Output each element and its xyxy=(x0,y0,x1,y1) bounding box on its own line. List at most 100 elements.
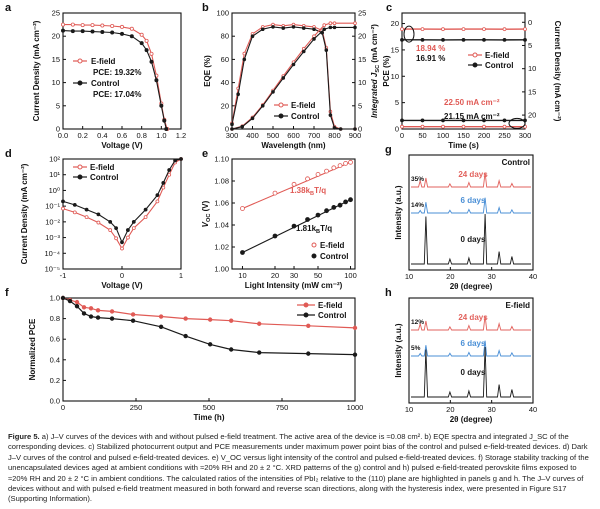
x-tick-label: 0.4 xyxy=(97,131,107,140)
series-e-field-point xyxy=(129,26,134,31)
series-control-point xyxy=(131,219,136,224)
xrd-trace-label: 0 days xyxy=(461,235,486,244)
series-e-field-pce-point xyxy=(502,27,507,32)
legend-label: E-field xyxy=(318,301,343,310)
legend-marker xyxy=(278,113,284,119)
y-right-tick-label: 10 xyxy=(528,64,536,73)
series-e-field-point xyxy=(228,318,234,323)
series-control-eqe-point xyxy=(312,27,316,32)
y-tick-label: 10 xyxy=(391,72,399,81)
panel-b-xlabel: Wavelength (nm) xyxy=(261,141,325,150)
panel-e-frame xyxy=(231,158,356,270)
x-tick-label: 1 xyxy=(179,271,183,280)
series-e-field-point xyxy=(143,215,148,220)
series-control-point xyxy=(291,223,297,229)
y-tick-label: 10⁻⁵ xyxy=(45,265,60,274)
pce-annotation: PCE: 17.04% xyxy=(93,90,141,99)
panel-h-xlabel: 2θ (degree) xyxy=(450,415,493,424)
series-control-j_sc-point xyxy=(291,62,296,67)
series-control-point xyxy=(348,197,353,203)
y-right-tick-label: 0 xyxy=(358,125,362,134)
y-tick-label: 0.2 xyxy=(50,376,60,385)
series-e-field-point xyxy=(81,305,87,310)
y-tick-label: 5 xyxy=(395,98,399,107)
series-control-eqe-point xyxy=(324,48,329,52)
y-tick-label: 1.02 xyxy=(214,243,229,252)
series-control-line xyxy=(62,158,182,244)
series-control-point xyxy=(84,207,89,212)
y-tick-label: 0.8 xyxy=(50,314,60,323)
x-tick-label: 0.8 xyxy=(136,131,146,140)
panel-g-letter: g xyxy=(385,144,392,156)
series-control-eqe-point xyxy=(332,126,337,130)
x-tick-label: 30 xyxy=(487,405,495,414)
x-tick-label: 0 xyxy=(61,403,65,412)
panel-e-ylabel-main: V xyxy=(201,221,210,227)
series-e-field-point xyxy=(109,309,115,314)
series-e-field-point xyxy=(144,38,149,43)
panel-b-ylabel-right-sub: SC xyxy=(375,65,381,73)
y-tick-label: 0.6 xyxy=(50,335,60,344)
series-control-point xyxy=(305,217,310,222)
series-control-point xyxy=(257,350,262,355)
series-e-field-point xyxy=(130,312,136,317)
series-control-point xyxy=(343,199,348,205)
y-tick-label: 1.10 xyxy=(214,155,229,164)
series-control-eqe-point xyxy=(230,122,234,127)
panel-c-xlabel: Time (s) xyxy=(448,141,479,150)
series-e-field-point xyxy=(110,23,115,28)
series-e-field-eqe-point xyxy=(242,51,247,56)
series-e-field-point xyxy=(61,206,65,211)
series-e-field-point xyxy=(72,210,77,215)
y-right-tick-label: 10 xyxy=(358,78,366,87)
legend-marker xyxy=(77,174,83,180)
x-tick-label: 250 xyxy=(130,403,143,412)
series-control-point xyxy=(272,233,278,239)
legend-marker xyxy=(77,164,83,170)
series-control-j_sc-point xyxy=(353,25,357,30)
series-e-field-point xyxy=(324,168,329,174)
series-control-point xyxy=(161,181,166,185)
series-e-field-point xyxy=(306,323,311,329)
xrd-trace-6-days xyxy=(411,340,531,357)
legend-label: E-field xyxy=(90,163,115,172)
series-control-point xyxy=(331,204,337,210)
pbi2-ratio-6-days: 5% xyxy=(411,345,421,352)
series-e-field-pce-point xyxy=(523,27,527,32)
series-control-j_sc-point xyxy=(312,37,316,41)
x-tick-label: 250 xyxy=(498,131,511,140)
series-e-field-point xyxy=(126,235,130,240)
series-e-field-pce-point xyxy=(461,27,466,32)
figure-caption: Figure 5. a) J–V curves of the devices w… xyxy=(8,432,592,505)
panel-g-ylabel: Intensity (a.u.) xyxy=(394,185,403,240)
caption-text: a) J–V curves of the devices with and wi… xyxy=(8,432,589,504)
xrd-trace-24-days xyxy=(411,315,531,331)
y-tick-label: 1.0 xyxy=(50,294,60,303)
panel-g-title: Control xyxy=(502,158,530,167)
series-control-point xyxy=(110,30,115,35)
series-e-field-point xyxy=(158,314,164,319)
xrd-trace-0-days xyxy=(411,346,531,398)
xrd-trace-label: 0 days xyxy=(461,368,486,377)
series-e-field-pce-point xyxy=(400,27,404,32)
x-tick-label: 50 xyxy=(418,131,426,140)
y-tick-label: 1.04 xyxy=(214,221,229,230)
series-control-point xyxy=(159,103,164,108)
x-tick-label: 0.0 xyxy=(58,131,68,140)
series-e-field-point xyxy=(120,24,125,29)
y-tick-label: 10² xyxy=(49,155,60,164)
y-right-tick-label: 5 xyxy=(358,101,362,110)
series-control-point xyxy=(126,228,130,232)
series-e-field-j_sc-point xyxy=(322,23,327,27)
series-control-point xyxy=(109,316,115,321)
panel-b-letter: b xyxy=(202,2,209,14)
panel-h-frame xyxy=(408,297,534,404)
series-control-pce-point xyxy=(482,37,486,42)
y-tick-label: 20 xyxy=(221,101,229,110)
series-control-point xyxy=(90,29,95,34)
series-control-point xyxy=(60,295,66,301)
panel-b-ylabel: EQE (%) xyxy=(203,55,212,87)
series-e-field-pce-point xyxy=(482,27,486,32)
series-control-j_sc-point xyxy=(281,76,286,80)
x-tick-label: 1.0 xyxy=(156,131,166,140)
